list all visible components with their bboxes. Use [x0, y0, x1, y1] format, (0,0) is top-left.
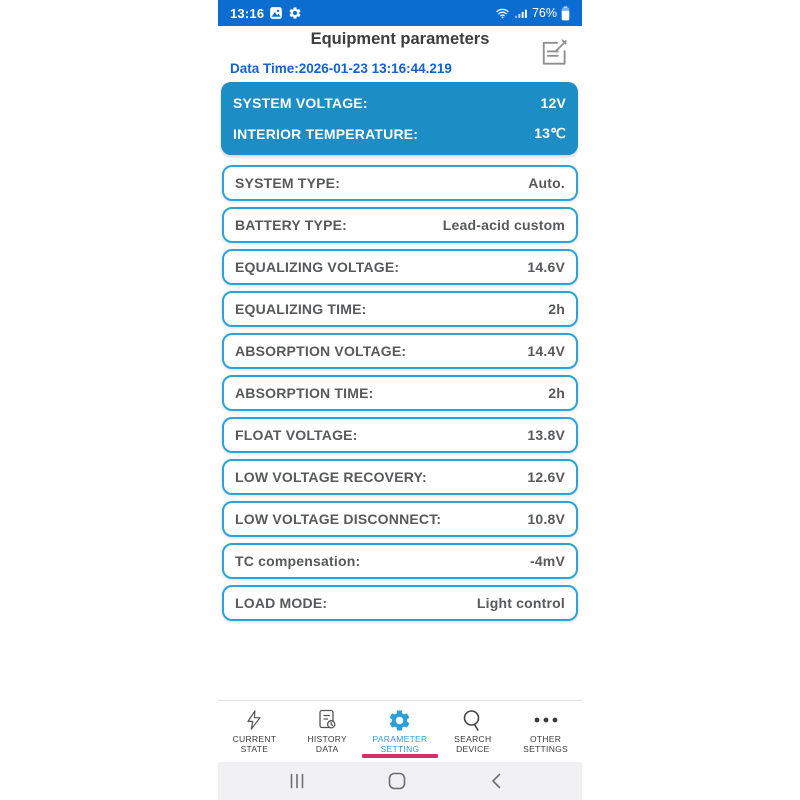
param-row-tc-compensation[interactable]: TC compensation: -4mV	[222, 543, 578, 579]
param-label: LOW VOLTAGE DISCONNECT:	[235, 511, 442, 527]
picture-icon	[269, 6, 283, 20]
active-tab-underline	[361, 754, 438, 758]
bottom-tab-bar: CURRENT STATE HISTORY DATA	[218, 700, 582, 762]
summary-row-system-voltage: SYSTEM VOLTAGE: 12V	[233, 95, 566, 111]
status-bar: 13:16	[218, 0, 582, 26]
home-button[interactable]	[385, 769, 409, 793]
param-row-equalizing-voltage[interactable]: EQUALIZING VOLTAGE: 14.6V	[222, 249, 578, 285]
param-row-equalizing-time[interactable]: EQUALIZING TIME: 2h	[222, 291, 578, 327]
param-label: TC compensation:	[235, 553, 361, 569]
clock-text: 13:16	[230, 5, 265, 21]
param-value: 10.8V	[527, 511, 565, 527]
status-bar-right: 76%	[495, 5, 570, 21]
param-label: EQUALIZING VOLTAGE:	[235, 259, 400, 275]
param-label: LOAD MODE:	[235, 595, 328, 611]
lightning-icon	[243, 707, 265, 733]
summary-label: SYSTEM VOLTAGE:	[233, 95, 368, 111]
edit-parameters-button[interactable]	[539, 38, 569, 68]
param-value: 14.6V	[527, 259, 565, 275]
battery-percent-text: 76%	[531, 6, 557, 20]
battery-icon	[561, 5, 570, 21]
param-row-load-mode[interactable]: LOAD MODE: Light control	[222, 585, 578, 621]
param-row-battery-type[interactable]: BATTERY TYPE: Lead-acid custom	[222, 207, 578, 243]
param-value: 12.6V	[527, 469, 565, 485]
param-value: Lead-acid custom	[442, 217, 565, 233]
tab-label: HISTORY DATA	[307, 734, 347, 754]
tab-label: PARAMETER SETTING	[372, 734, 428, 754]
param-row-float-voltage[interactable]: FLOAT VOLTAGE: 13.8V	[222, 417, 578, 453]
param-label: LOW VOLTAGE RECOVERY:	[235, 469, 427, 485]
parameter-list: SYSTEM TYPE: Auto. BATTERY TYPE: Lead-ac…	[222, 165, 578, 627]
summary-value: 12V	[540, 95, 566, 111]
tab-current-state[interactable]: CURRENT STATE	[218, 701, 291, 762]
param-value: Auto.	[528, 175, 565, 191]
param-label: EQUALIZING TIME:	[235, 301, 367, 317]
gear-icon	[288, 6, 302, 20]
app-header: Equipment parameters	[218, 27, 582, 51]
tab-other-settings[interactable]: OTHER SETTINGS	[509, 701, 582, 762]
tab-label: CURRENT STATE	[232, 734, 277, 754]
tab-label: SEARCH DEVICE	[454, 734, 492, 754]
param-label: SYSTEM TYPE:	[235, 175, 341, 191]
recents-icon	[290, 773, 304, 789]
wifi-icon	[495, 6, 510, 20]
page-title: Equipment parameters	[310, 30, 490, 48]
phone-screen: 13:16	[218, 0, 582, 800]
tab-search-device[interactable]: SEARCH DEVICE	[436, 701, 509, 762]
param-row-low-voltage-disconnect[interactable]: LOW VOLTAGE DISCONNECT: 10.8V	[222, 501, 578, 537]
ellipsis-icon	[532, 707, 560, 733]
recents-button[interactable]	[285, 769, 309, 793]
summary-value: 13℃	[534, 125, 566, 141]
signal-icon	[514, 7, 528, 20]
param-value: 14.4V	[527, 343, 565, 359]
android-navigation-bar	[218, 762, 582, 800]
summary-label: INTERIOR TEMPERATURE:	[233, 125, 419, 142]
param-value: -4mV	[529, 553, 565, 569]
param-label: ABSORPTION VOLTAGE:	[235, 343, 407, 359]
tab-history-data[interactable]: HISTORY DATA	[291, 701, 364, 762]
param-row-low-voltage-recovery[interactable]: LOW VOLTAGE RECOVERY: 12.6V	[222, 459, 578, 495]
data-time-text: Data Time:2026-01-23 13:16:44.219	[230, 61, 452, 76]
history-document-icon	[315, 707, 339, 733]
param-value: 13.8V	[527, 427, 565, 443]
back-button[interactable]	[485, 769, 509, 793]
tab-parameter-setting[interactable]: PARAMETER SETTING	[361, 701, 438, 762]
home-icon	[388, 772, 406, 790]
param-value: Light control	[476, 595, 565, 611]
param-row-system-type[interactable]: SYSTEM TYPE: Auto.	[222, 165, 578, 201]
compose-edit-icon	[542, 39, 567, 65]
gear-icon	[387, 707, 412, 733]
status-bar-left: 13:16	[230, 6, 302, 21]
param-label: BATTERY TYPE:	[235, 217, 348, 233]
param-row-absorption-time[interactable]: ABSORPTION TIME: 2h	[222, 375, 578, 411]
param-label: FLOAT VOLTAGE:	[235, 427, 358, 443]
param-value: 2h	[548, 301, 565, 317]
param-label: ABSORPTION TIME:	[235, 385, 374, 401]
param-row-absorption-voltage[interactable]: ABSORPTION VOLTAGE: 14.4V	[222, 333, 578, 369]
summary-panel: SYSTEM VOLTAGE: 12V INTERIOR TEMPERATURE…	[221, 82, 578, 155]
back-icon	[492, 773, 501, 789]
param-value: 2h	[548, 385, 565, 401]
tab-label: OTHER SETTINGS	[523, 734, 569, 754]
summary-row-interior-temperature: INTERIOR TEMPERATURE: 13℃	[233, 125, 566, 142]
magnifier-icon	[461, 707, 485, 733]
